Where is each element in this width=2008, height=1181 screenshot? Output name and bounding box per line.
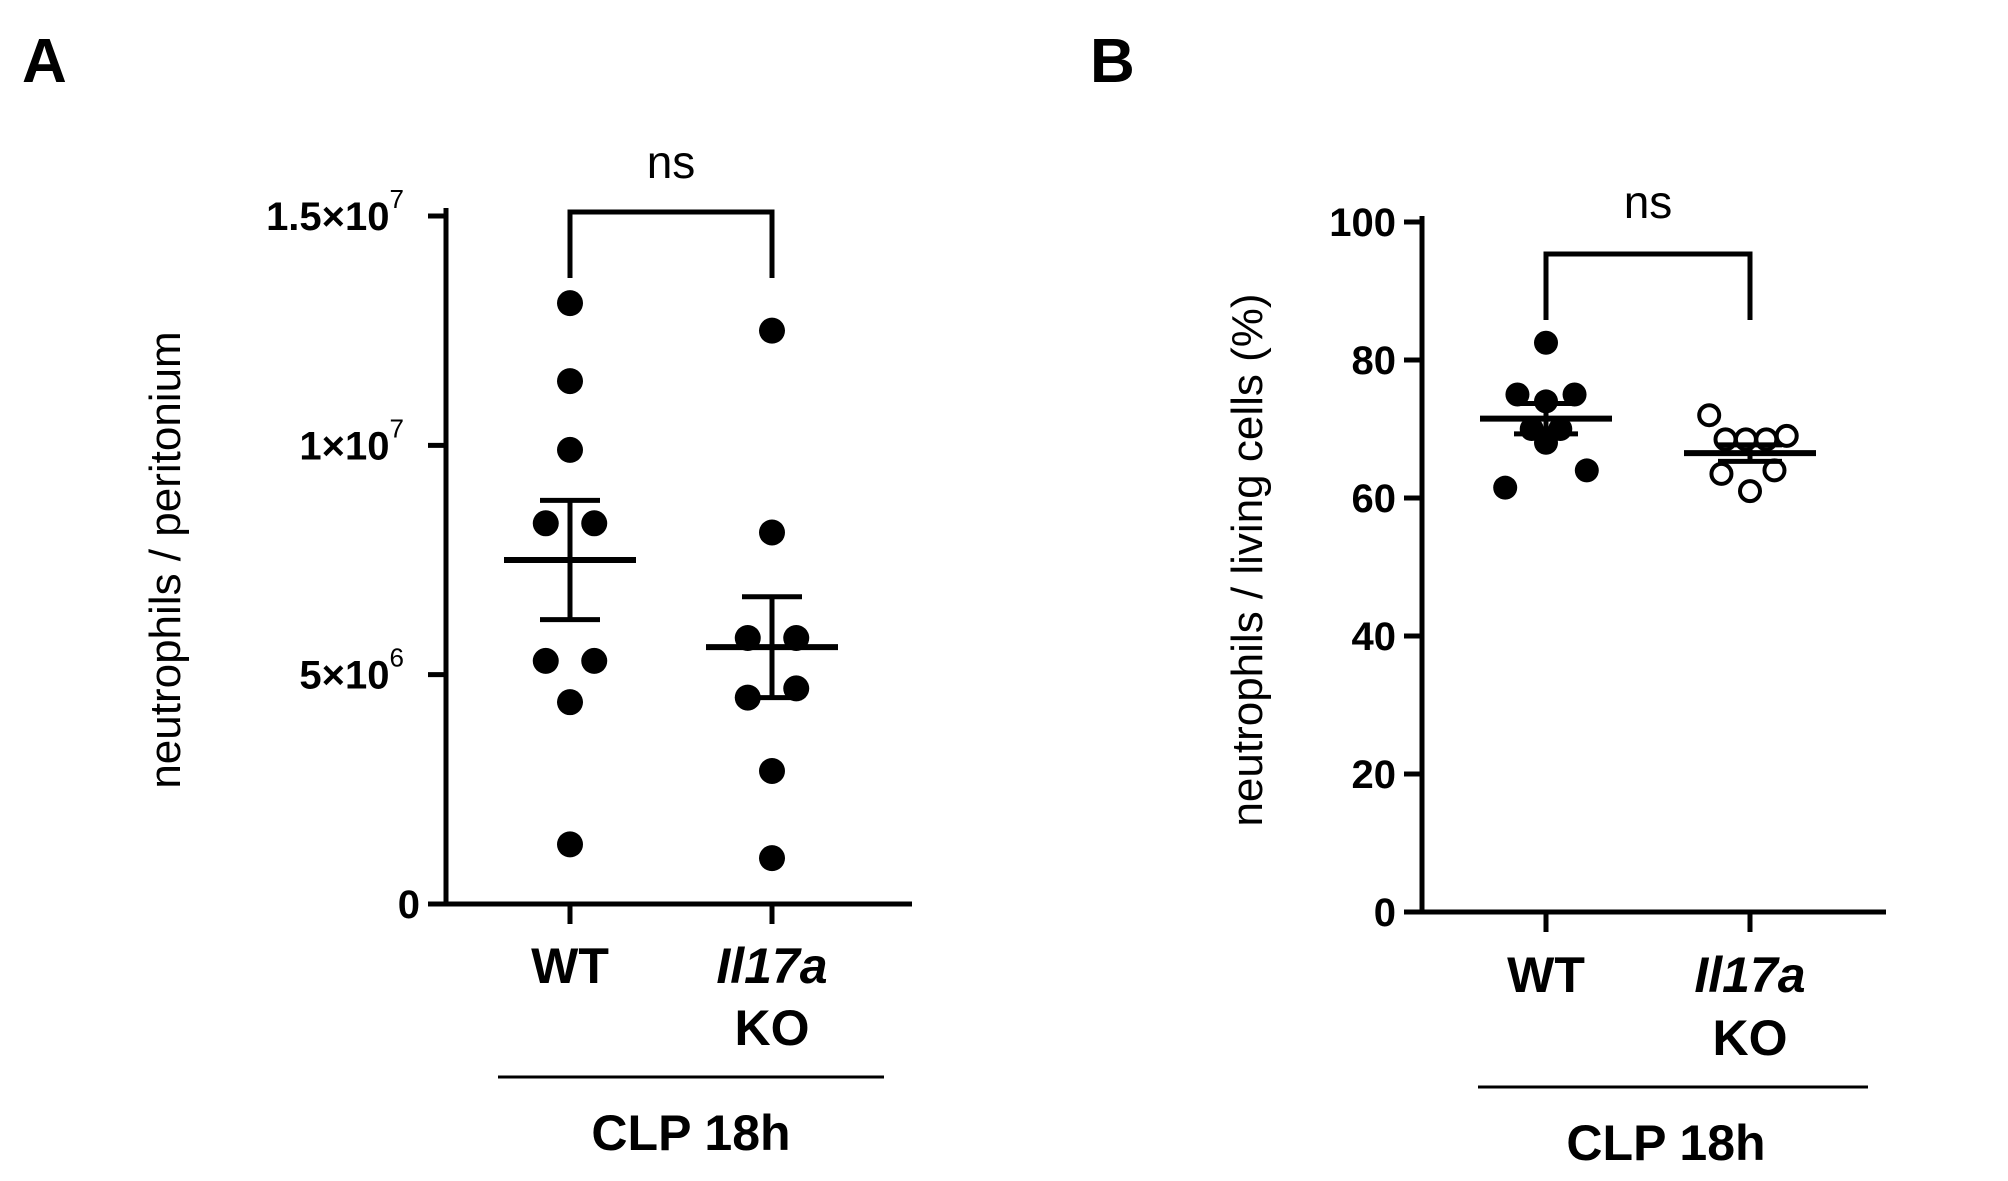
y-tick-label: 0	[398, 883, 420, 927]
y-tick-label-base: 80	[1352, 339, 1397, 383]
data-point	[557, 689, 583, 716]
panel-b-category-labels: WT Il17a KO	[1507, 947, 1805, 1066]
y-tick-label: 1×107	[299, 413, 404, 468]
y-tick-label-base: 0	[398, 883, 420, 927]
panel-a-x-ticks	[567, 904, 775, 924]
panel-a-significance: ns	[567, 136, 775, 278]
y-tick-label: 40	[1352, 615, 1397, 659]
category-label-line1: WT	[531, 938, 609, 994]
panel-b-mean-sem-bars	[1480, 400, 1816, 464]
data-point	[1493, 475, 1518, 500]
y-tick-label: 80	[1352, 339, 1397, 383]
panel-a-category-labels: WT Il17a KO	[531, 938, 827, 1056]
data-point	[759, 317, 785, 344]
data-point	[1738, 479, 1762, 504]
data-point	[759, 519, 785, 546]
data-point	[532, 647, 559, 674]
panel-a-mean-sem-bars	[504, 497, 838, 701]
significance-bracket	[567, 209, 775, 278]
y-tick-label: 20	[1352, 753, 1397, 797]
data-point	[1774, 423, 1799, 448]
panel-a: A neutrophils / peritonium 05×1061×1071.…	[22, 27, 912, 1161]
y-tick-label: 0	[1374, 891, 1396, 935]
panel-b: B neutrophils / living cells (%) 0 20 40 60…	[1090, 27, 1886, 1171]
data-point	[759, 757, 785, 784]
panel-b-y-axis-label: neutrophils / living cells (%)	[1223, 293, 1272, 826]
category-label-line1: WT	[1507, 947, 1585, 1003]
data-point	[557, 368, 583, 395]
y-tick-label: 1.5×107	[266, 184, 404, 239]
y-tick-label-base: 1×10	[299, 424, 389, 468]
data-point	[1562, 382, 1587, 407]
y-tick-label-base: 0	[1374, 891, 1396, 935]
y-tick-label-exponent: 6	[390, 643, 404, 673]
y-tick-label: 5×106	[299, 643, 404, 698]
significance-label: ns	[1624, 176, 1673, 228]
data-point	[759, 845, 785, 872]
y-tick-label-base: 1.5×10	[266, 195, 389, 239]
data-point	[557, 436, 583, 463]
y-tick-label-base: 20	[1352, 753, 1397, 797]
y-tick-label-base: 100	[1329, 201, 1396, 245]
panel-b-significance: ns	[1543, 176, 1753, 320]
y-tick-label-exponent: 7	[390, 184, 404, 214]
data-point	[581, 510, 608, 537]
data-point	[1534, 330, 1558, 355]
data-point	[783, 675, 810, 702]
data-point	[532, 510, 559, 537]
y-tick-label: 60	[1352, 477, 1397, 521]
data-point	[581, 647, 608, 674]
panel-a-y-axis-label: neutrophils / peritonium	[141, 331, 190, 788]
panel-b-x-ticks	[1543, 912, 1753, 932]
category-label-line1: Il17a	[716, 938, 827, 994]
category-label-line1: Il17a	[1694, 947, 1805, 1003]
significance-label: ns	[647, 136, 696, 188]
data-point	[1534, 430, 1558, 455]
data-point	[557, 831, 583, 858]
panel-letter-b: B	[1090, 27, 1135, 96]
data-point	[1697, 403, 1722, 428]
panel-b-group-label: CLP 18h	[1566, 1115, 1765, 1171]
data-point	[1505, 382, 1530, 407]
category-label-line2: KO	[1713, 1010, 1788, 1066]
y-tick-label-base: 5×10	[299, 654, 389, 698]
y-tick-label-base: 60	[1352, 477, 1397, 521]
y-tick-label: 100	[1329, 201, 1396, 245]
data-point	[1709, 461, 1734, 486]
panel-b-y-ticks: 0 20 40 60 80 100	[1329, 201, 1422, 935]
panel-a-group-label: CLP 18h	[591, 1105, 790, 1161]
y-tick-label-exponent: 7	[390, 413, 404, 443]
category-label-line2: KO	[735, 1000, 810, 1056]
y-tick-label-base: 40	[1352, 615, 1397, 659]
data-point	[1574, 458, 1599, 483]
significance-bracket	[1543, 251, 1753, 320]
data-point	[557, 290, 583, 317]
panel-letter-a: A	[22, 27, 67, 96]
